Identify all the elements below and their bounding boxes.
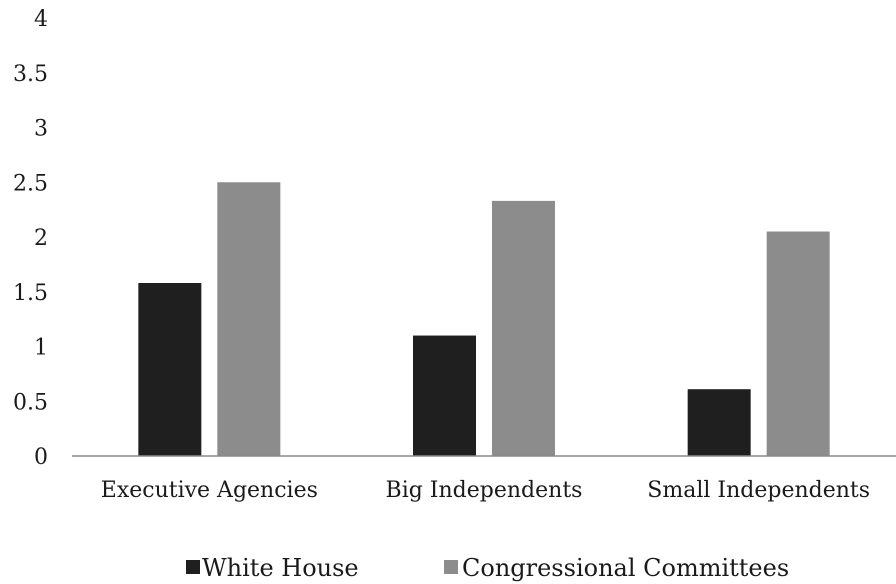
bar-congressional-committees-big-independents xyxy=(492,200,555,456)
bar-white-house-small-independents xyxy=(687,389,751,456)
y-tick-label: 3.5 xyxy=(13,62,48,87)
legend-label-congressional-committees: Congressional Committees xyxy=(462,554,789,582)
y-tick-label: 2 xyxy=(34,226,48,251)
y-axis-ticks: 0 0.5 1 1.5 2 2.5 3 3.5 4 xyxy=(13,7,48,470)
y-tick-label: 1 xyxy=(34,336,48,361)
y-tick-label: 0.5 xyxy=(13,390,48,415)
x-category-label: Small Independents xyxy=(647,478,870,503)
category-labels: Executive Agencies Big Independents Small … xyxy=(101,478,870,503)
bar-congressional-committees-small-independents xyxy=(766,231,830,456)
y-tick-label: 4 xyxy=(34,7,48,32)
x-category-label: Big Independents xyxy=(386,478,583,503)
bar-white-house-big-independents xyxy=(413,335,476,456)
legend-swatch-white-house xyxy=(186,560,200,574)
y-tick-label: 0 xyxy=(34,445,48,470)
legend-swatch-congressional-committees xyxy=(444,560,458,574)
legend-label-white-house: White House xyxy=(202,554,359,582)
legend: White House Congressional Committees xyxy=(186,554,789,582)
y-tick-label: 3 xyxy=(34,117,48,142)
y-tick-label: 2.5 xyxy=(13,171,48,196)
bars xyxy=(138,182,830,456)
bar-congressional-committees-executive-agencies xyxy=(217,182,281,456)
x-category-label: Executive Agencies xyxy=(101,478,318,503)
y-tick-label: 1.5 xyxy=(13,281,48,306)
bar-white-house-executive-agencies xyxy=(138,282,202,456)
